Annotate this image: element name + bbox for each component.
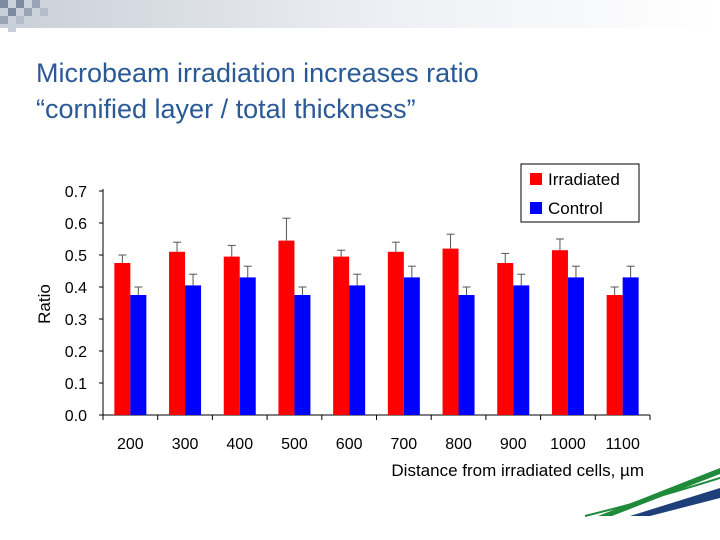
x-tick-label: 700	[390, 436, 417, 453]
y-tick-label: 0.4	[65, 280, 87, 297]
y-tick-label: 0.7	[65, 184, 87, 201]
y-tick-label: 0.5	[65, 248, 87, 265]
bar-irradiated	[333, 256, 350, 415]
y-axis-title: Ratio	[35, 284, 54, 324]
y-tick-label: 0.3	[65, 312, 87, 329]
header-decoration	[0, 0, 720, 32]
bar-control	[622, 277, 639, 415]
bar-control	[349, 285, 366, 415]
bar-control	[185, 285, 202, 415]
legend-swatch-control	[530, 202, 542, 214]
x-tick-label: 200	[117, 436, 144, 453]
slide-title-line1: Microbeam irradiation increases ratio	[36, 58, 479, 88]
bar-control	[130, 295, 147, 415]
x-tick-label: 300	[172, 436, 199, 453]
bar-control	[294, 295, 311, 415]
x-tick-label: 800	[445, 436, 472, 453]
x-axis-title: Distance from irradiated cells, µm	[391, 461, 644, 480]
checker-pattern-icon	[0, 0, 48, 32]
y-tick-label: 0.2	[65, 344, 87, 361]
bar-control	[567, 277, 584, 415]
bar-irradiated	[606, 295, 623, 415]
bar-irradiated	[278, 240, 295, 415]
bar-irradiated	[223, 256, 240, 415]
legend-swatch-irradiated	[530, 173, 542, 185]
y-tick-label: 0.6	[65, 216, 87, 233]
x-tick-label: 1000	[550, 436, 586, 453]
slide-title-line2: “cornified layer / total thickness”	[36, 94, 416, 124]
bar-irradiated	[114, 263, 131, 415]
bar-control	[239, 277, 256, 415]
slide-title: Microbeam irradiation increases ratio “c…	[36, 55, 696, 127]
x-tick-label: 400	[226, 436, 253, 453]
x-tick-label: 900	[500, 436, 527, 453]
y-tick-label: 0.0	[65, 408, 87, 425]
bar-control	[513, 285, 530, 415]
x-tick-label: 1100	[605, 436, 640, 453]
bar-control	[403, 277, 420, 415]
bar-irradiated	[442, 248, 459, 415]
x-tick-label: 600	[336, 436, 363, 453]
legend-label-control: Control	[548, 199, 603, 218]
bar-control	[458, 295, 475, 415]
legend-label-irradiated: Irradiated	[548, 170, 620, 189]
bar-irradiated	[497, 263, 514, 415]
y-tick-label: 0.1	[65, 376, 87, 393]
x-tick-label: 500	[281, 436, 308, 453]
bar-irradiated	[169, 251, 186, 415]
bar-irradiated	[387, 251, 404, 415]
bar-irradiated	[551, 250, 568, 415]
